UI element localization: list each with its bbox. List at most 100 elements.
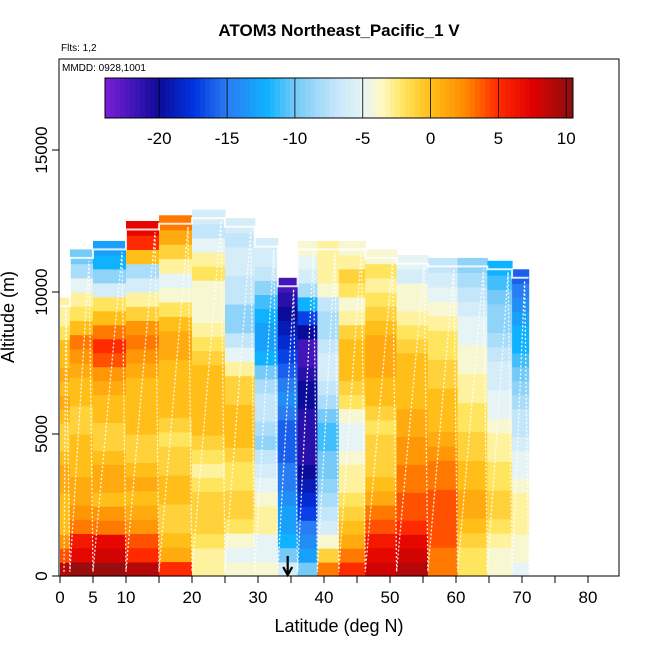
heatmap-cell	[159, 503, 193, 519]
heatmap-cell	[277, 320, 299, 336]
heatmap-cell	[512, 534, 530, 549]
heatmap-cell	[69, 505, 94, 520]
heatmap-cell	[159, 489, 193, 505]
colorbar-segment	[130, 78, 136, 118]
heatmap-cell	[487, 490, 513, 505]
heatmap-cell	[396, 255, 429, 270]
heatmap-cell	[427, 359, 459, 375]
colorbar-segment	[280, 78, 286, 118]
heatmap-cell	[512, 297, 530, 312]
heatmap-cell	[225, 447, 256, 463]
heatmap-cell	[60, 548, 71, 563]
heatmap-cell	[225, 490, 256, 505]
heatmap-cell	[93, 464, 127, 479]
heatmap-cell	[512, 464, 530, 479]
heatmap-cell	[457, 445, 488, 461]
heatmap-cell	[69, 490, 94, 506]
heatmap-cell	[317, 492, 340, 507]
heatmap-cell	[254, 421, 279, 436]
heatmap-cell	[254, 252, 279, 267]
heatmap-cell	[512, 492, 530, 507]
heatmap-cell	[254, 491, 279, 507]
heatmap-cell	[487, 346, 513, 362]
colorbar-tick-label: 0	[426, 129, 435, 148]
heatmap-cell	[457, 503, 488, 519]
heatmap-cell	[277, 434, 299, 449]
heatmap-cell	[254, 350, 279, 366]
heatmap-cell	[317, 520, 340, 535]
heatmap-cell	[69, 391, 94, 407]
colorbar-segment	[410, 78, 416, 118]
heatmap-cell	[93, 240, 127, 256]
x-tick-label: 40	[315, 588, 334, 607]
heatmap-cells	[60, 209, 530, 577]
heatmap-cell	[297, 562, 318, 577]
heatmap-cell	[254, 392, 279, 408]
colorbar-segment	[315, 78, 321, 118]
colorbar-segment	[125, 78, 131, 118]
colorbar-segment	[470, 78, 476, 118]
heatmap-cell	[487, 461, 513, 477]
heatmap-cell	[365, 462, 398, 478]
heatmap-cell	[192, 477, 226, 493]
heatmap-cell	[396, 520, 429, 535]
heatmap-cell	[427, 445, 459, 461]
heatmap-cell	[365, 391, 398, 407]
colorbar-segment	[345, 78, 351, 118]
heatmap-cell	[225, 518, 256, 534]
colorbar-segment	[530, 78, 536, 118]
heatmap-cell	[225, 304, 256, 319]
heatmap-cell	[93, 282, 127, 298]
heatmap-cell	[254, 505, 279, 521]
heatmap-cell	[457, 315, 488, 331]
heatmap-cell	[225, 432, 256, 448]
heatmap-cell	[93, 394, 127, 410]
colorbar-segment	[370, 78, 376, 118]
heatmap-cell	[457, 547, 488, 563]
heatmap-cell	[192, 322, 226, 338]
colorbar-segment	[195, 78, 201, 118]
heatmap-cell	[225, 547, 256, 563]
heatmap-cell	[159, 402, 193, 418]
heatmap-cell	[338, 534, 366, 549]
x-tick-label: 50	[381, 588, 400, 607]
colorbar-segment	[175, 78, 181, 118]
heatmap-cell	[427, 561, 459, 577]
heatmap-cell	[159, 258, 193, 274]
colorbar-segment	[545, 78, 551, 118]
colorbar-segment	[225, 78, 231, 118]
colorbar-segment	[565, 78, 571, 118]
heatmap-cell	[225, 232, 256, 248]
heatmap-cell	[69, 519, 94, 534]
colorbar-segment	[400, 78, 406, 118]
heatmap-cell	[512, 269, 530, 284]
heatmap-cell	[192, 435, 226, 450]
heatmap-cell	[93, 422, 127, 437]
colorbar-segment	[405, 78, 411, 118]
heatmap-cell	[126, 476, 160, 492]
x-tick-label: 80	[579, 588, 598, 607]
heatmap-cell	[254, 336, 279, 352]
colorbar-tick-label: -20	[147, 129, 172, 148]
colorbar-segment	[435, 78, 441, 118]
heatmap-cell	[159, 475, 193, 490]
heatmap-cell	[317, 254, 340, 270]
heatmap-cell	[297, 240, 318, 256]
colorbar-segment	[460, 78, 466, 118]
colorbar-segment	[180, 78, 186, 118]
heatmap-cell	[487, 389, 513, 405]
y-tick-label: 0	[32, 571, 51, 580]
heatmap-cell	[159, 417, 193, 433]
heatmap-cell	[254, 477, 279, 493]
colorbar-segment	[510, 78, 516, 118]
colorbar-segment	[365, 78, 371, 118]
colorbar-segment	[390, 78, 396, 118]
x-tick-label: 0	[55, 588, 64, 607]
heatmap-cell	[192, 364, 226, 380]
heatmap-cell	[338, 394, 366, 410]
heatmap-cell	[512, 436, 530, 452]
heatmap-cell	[338, 464, 366, 479]
heatmap-cell	[317, 478, 340, 493]
heatmap-cell	[317, 282, 340, 298]
heatmap-cell	[126, 306, 160, 321]
